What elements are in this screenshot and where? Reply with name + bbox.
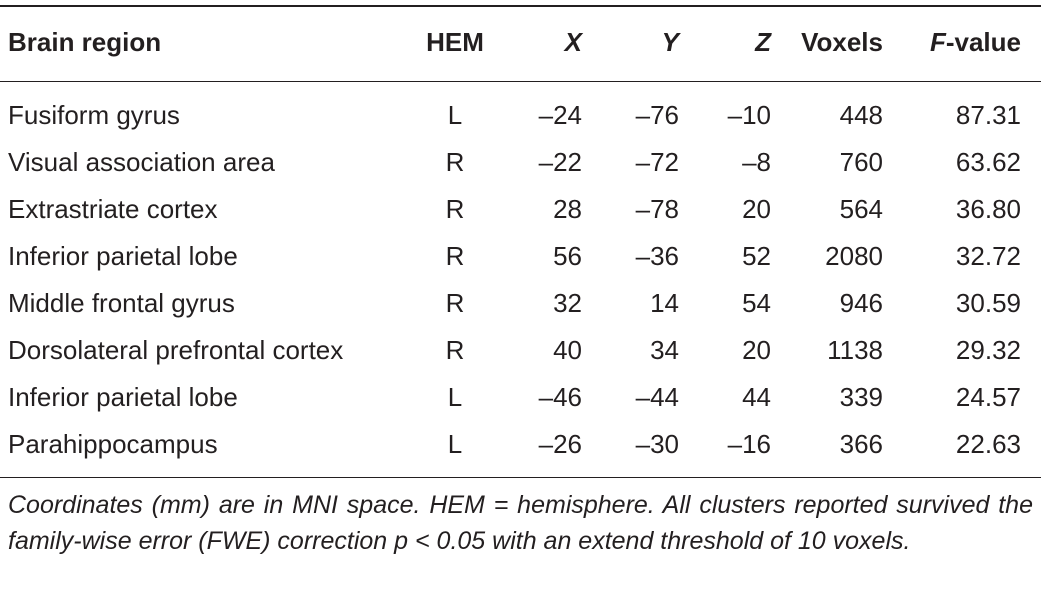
cell-region: Inferior parietal lobe xyxy=(8,241,238,271)
cell-z: –16 xyxy=(727,429,771,459)
cell-z: 44 xyxy=(742,382,771,412)
table-footnote: Coordinates (mm) are in MNI space. HEM =… xyxy=(8,491,1033,555)
cell-y: –76 xyxy=(635,100,679,130)
header-f-value: F-value xyxy=(883,3,1041,81)
cell-f-value: 29.32 xyxy=(955,335,1021,365)
cell-z: 20 xyxy=(742,335,771,365)
cell-region: Inferior parietal lobe xyxy=(8,382,238,412)
header-z: Z xyxy=(755,26,771,57)
header-f-suffix: -value xyxy=(945,26,1021,57)
cell-x: 32 xyxy=(553,288,582,318)
table-row: Fusiform gyrus L –24 –76 –10 448 87.31 xyxy=(0,92,1041,139)
cell-f-value: 30.59 xyxy=(955,288,1021,318)
cell-z: 52 xyxy=(742,241,771,271)
cell-y: –30 xyxy=(635,429,679,459)
cell-voxels: 760 xyxy=(839,147,883,177)
cell-region: Middle frontal gyrus xyxy=(8,288,235,318)
cell-y: –78 xyxy=(635,194,679,224)
cell-voxels: 339 xyxy=(839,382,883,412)
cell-hem: R xyxy=(445,335,465,365)
top-rule xyxy=(0,5,1041,7)
results-table: Brain region HEM X Y Z Voxels F-value Fu… xyxy=(0,3,1041,468)
cell-hem: R xyxy=(445,147,465,177)
bottom-rule xyxy=(0,477,1041,478)
table-row: Parahippocampus L –26 –30 –16 366 22.63 xyxy=(0,421,1041,468)
cell-x: –26 xyxy=(538,429,582,459)
spacer-row xyxy=(0,81,1041,92)
header-row: Brain region HEM X Y Z Voxels F-value xyxy=(0,3,1041,81)
cell-x: 56 xyxy=(553,241,582,271)
cell-y: –72 xyxy=(635,147,679,177)
cell-voxels: 2080 xyxy=(825,241,883,271)
cell-f-value: 87.31 xyxy=(955,100,1021,130)
header-voxels: Voxels xyxy=(801,26,883,57)
cell-x: –22 xyxy=(538,147,582,177)
cell-voxels: 448 xyxy=(839,100,883,130)
cell-region: Dorsolateral prefrontal cortex xyxy=(8,335,344,365)
cell-z: –8 xyxy=(742,147,771,177)
cell-y: 14 xyxy=(650,288,679,318)
header-rule xyxy=(0,81,1041,82)
cell-voxels: 1138 xyxy=(827,335,883,365)
cell-f-value: 22.63 xyxy=(955,429,1021,459)
cell-x: 40 xyxy=(553,335,582,365)
table-row: Extrastriate cortex R 28 –78 20 564 36.8… xyxy=(0,186,1041,233)
cell-region: Parahippocampus xyxy=(8,429,218,459)
cell-y: –44 xyxy=(635,382,679,412)
header-y: Y xyxy=(661,26,679,57)
header-brain-region: Brain region xyxy=(8,26,162,57)
cell-z: 20 xyxy=(742,194,771,224)
header-hem: HEM xyxy=(426,26,484,57)
header-x: X xyxy=(564,26,582,57)
cell-y: 34 xyxy=(650,335,679,365)
cell-x: –24 xyxy=(538,100,582,130)
cell-hem: L xyxy=(447,429,463,459)
table-row: Visual association area R –22 –72 –8 760… xyxy=(0,139,1041,186)
cell-f-value: 24.57 xyxy=(955,382,1021,412)
table-row: Inferior parietal lobe R 56 –36 52 2080 … xyxy=(0,233,1041,280)
cell-region: Fusiform gyrus xyxy=(8,100,180,130)
cell-voxels: 946 xyxy=(839,288,883,318)
cell-hem: L xyxy=(447,100,463,130)
header-f-symbol: F xyxy=(929,26,946,57)
table-row: Dorsolateral prefrontal cortex R 40 34 2… xyxy=(0,327,1041,374)
cell-f-value: 36.80 xyxy=(955,194,1021,224)
table-row: Middle frontal gyrus R 32 14 54 946 30.5… xyxy=(0,280,1041,327)
table-row: Inferior parietal lobe L –46 –44 44 339 … xyxy=(0,374,1041,421)
cell-voxels: 366 xyxy=(839,429,883,459)
cell-f-value: 32.72 xyxy=(955,241,1021,271)
cell-hem: R xyxy=(445,288,465,318)
cell-region: Extrastriate cortex xyxy=(8,194,218,224)
cell-x: –46 xyxy=(538,382,582,412)
cell-f-value: 63.62 xyxy=(955,147,1021,177)
cell-z: 54 xyxy=(742,288,771,318)
cell-voxels: 564 xyxy=(839,194,883,224)
cell-hem: R xyxy=(445,194,465,224)
cell-y: –36 xyxy=(635,241,679,271)
cell-hem: L xyxy=(447,382,463,412)
cell-hem: R xyxy=(445,241,465,271)
cell-x: 28 xyxy=(553,194,582,224)
cell-region: Visual association area xyxy=(8,147,275,177)
cell-z: –10 xyxy=(727,100,771,130)
